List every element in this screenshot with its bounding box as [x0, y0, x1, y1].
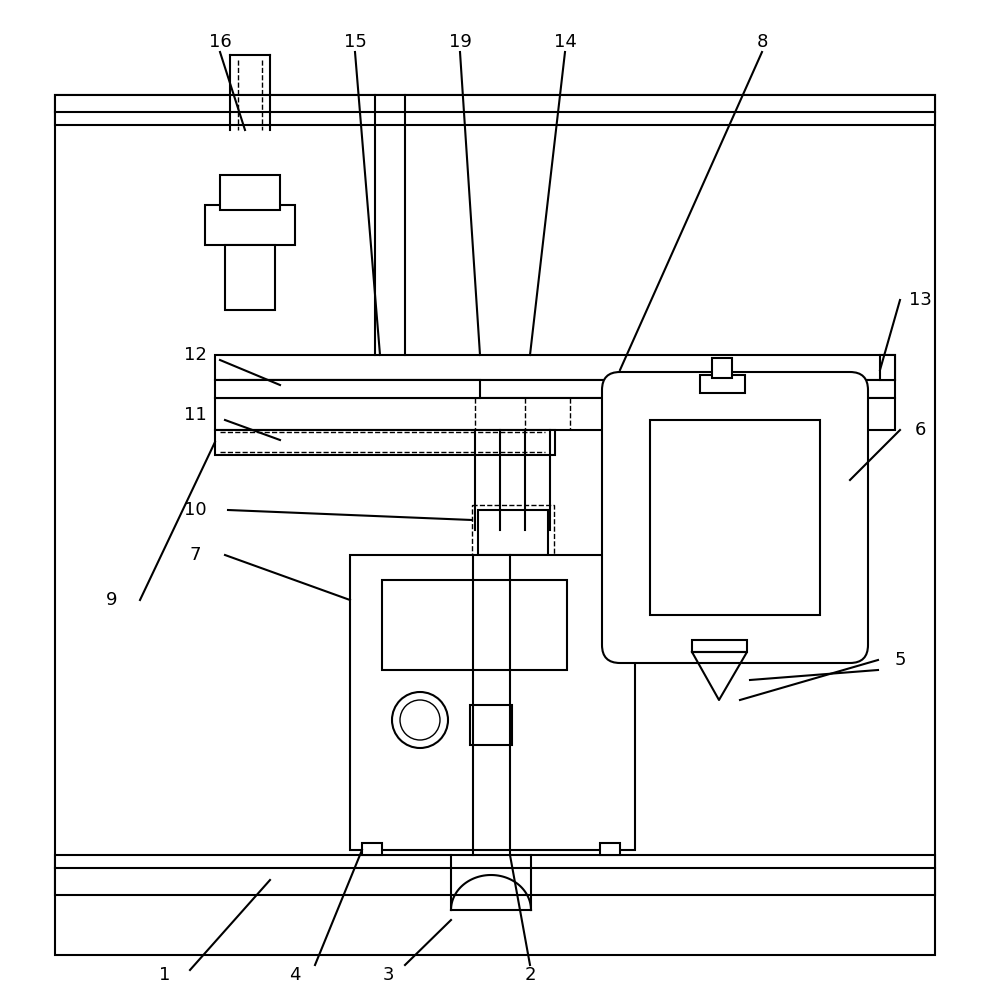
Bar [55, 855, 935, 895]
Bar [880, 355, 895, 380]
FancyBboxPatch shape [602, 372, 868, 663]
Bar [472, 505, 554, 560]
Bar [230, 380, 895, 398]
Bar [205, 205, 295, 245]
Circle shape [392, 692, 448, 748]
Bar [712, 358, 732, 378]
Text: 2: 2 [524, 966, 536, 984]
Text: 11: 11 [184, 406, 207, 424]
Bar [220, 175, 280, 210]
Bar [215, 380, 480, 398]
Text: 16: 16 [209, 33, 232, 51]
Text: 14: 14 [554, 33, 577, 51]
Text: 6: 6 [914, 421, 926, 439]
Bar [600, 843, 620, 855]
Bar [215, 355, 895, 380]
Bar [362, 843, 382, 855]
Bar [215, 398, 895, 430]
Bar [700, 375, 745, 393]
Bar [382, 580, 567, 670]
Bar [55, 95, 935, 125]
Bar [692, 640, 747, 652]
Text: 8: 8 [756, 33, 767, 51]
Text: 4: 4 [289, 966, 300, 984]
Text: 10: 10 [184, 501, 207, 519]
Bar [225, 245, 275, 310]
Text: 1: 1 [160, 966, 171, 984]
Bar [470, 705, 512, 745]
Text: 19: 19 [448, 33, 471, 51]
Text: 15: 15 [343, 33, 366, 51]
Text: 13: 13 [908, 291, 931, 309]
Bar [650, 420, 820, 615]
Text: 9: 9 [106, 591, 118, 609]
Bar [478, 510, 548, 555]
Bar [350, 555, 635, 850]
Bar [55, 95, 935, 955]
Text: 3: 3 [382, 966, 394, 984]
Circle shape [400, 700, 440, 740]
Text: 12: 12 [184, 346, 207, 364]
Bar [215, 430, 555, 455]
Text: 7: 7 [190, 546, 201, 564]
Text: 5: 5 [894, 651, 906, 669]
